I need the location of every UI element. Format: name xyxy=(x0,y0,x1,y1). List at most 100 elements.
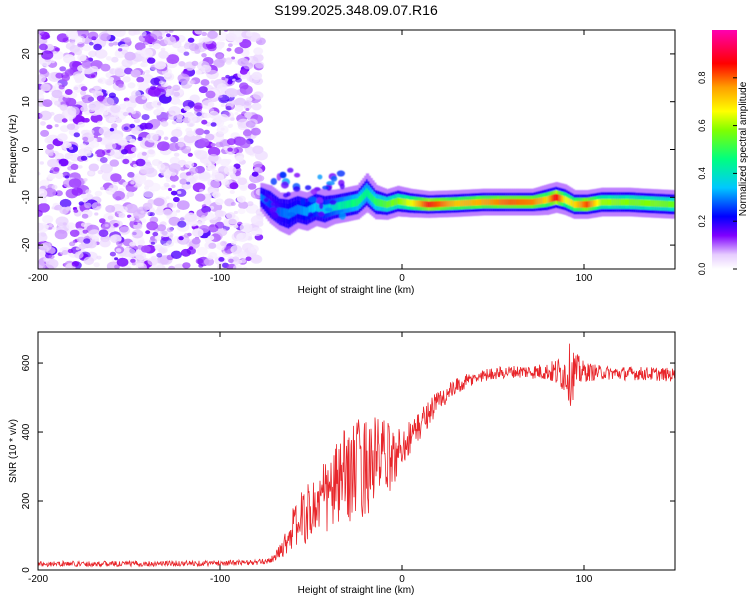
spectrogram-x-tick-label: -200 xyxy=(28,273,48,284)
noise-blob xyxy=(140,245,151,253)
noise-blob xyxy=(149,212,155,217)
ridge-fragment xyxy=(263,197,269,203)
noise-blob xyxy=(74,251,84,259)
noise-blob xyxy=(143,188,155,198)
noise-blob xyxy=(131,126,142,135)
noise-blob xyxy=(48,254,55,260)
ridge-core xyxy=(562,195,566,203)
noise-blob xyxy=(145,230,151,235)
ridge-core xyxy=(262,195,266,203)
ridge-core xyxy=(421,200,425,208)
ridge-core xyxy=(369,192,373,201)
noise-blob xyxy=(177,100,183,106)
ridge-fragment xyxy=(269,206,277,213)
noise-blob xyxy=(183,106,191,112)
noise-blob xyxy=(181,85,186,89)
noise-blob xyxy=(161,121,169,127)
noise-blob xyxy=(250,215,264,226)
noise-blob xyxy=(161,230,168,236)
noise-blob xyxy=(165,196,170,200)
noise-blob xyxy=(218,257,225,262)
noise-blob xyxy=(123,248,136,258)
noise-blob xyxy=(253,47,264,55)
noise-blob xyxy=(235,37,243,43)
ridge-fragment xyxy=(339,183,345,190)
ridge-core xyxy=(546,196,550,204)
noise-blob xyxy=(201,31,207,37)
noise-blob xyxy=(93,262,100,268)
noise-blob xyxy=(180,248,191,257)
noise-blob xyxy=(199,188,204,193)
noise-blob xyxy=(80,155,88,161)
noise-blob xyxy=(39,242,52,252)
ridge-core xyxy=(586,201,590,208)
ridge-core xyxy=(663,200,667,208)
ridge-core xyxy=(513,199,517,206)
noise-blob xyxy=(225,105,232,111)
noise-blob xyxy=(187,152,193,157)
noise-blob xyxy=(165,240,175,247)
noise-blob xyxy=(177,190,182,195)
noise-blob xyxy=(247,244,252,248)
colorbar-tick-label: 0.0 xyxy=(697,263,707,276)
noise-blob xyxy=(173,91,180,97)
noise-blob xyxy=(108,227,116,233)
noise-blob xyxy=(236,232,249,242)
ridge-core xyxy=(476,199,480,206)
ridge-core xyxy=(541,197,546,204)
noise-blob xyxy=(203,258,215,266)
ridge-core xyxy=(515,199,519,206)
noise-blob xyxy=(84,67,93,75)
noise-blob xyxy=(168,30,174,33)
ridge-core xyxy=(472,199,476,206)
noise-blob xyxy=(234,97,247,107)
ridge-core xyxy=(527,199,531,206)
ridge-fragment xyxy=(286,212,296,217)
noise-blob xyxy=(251,71,263,80)
ridge-core xyxy=(551,194,555,202)
ridge-core xyxy=(405,199,409,206)
noise-blob xyxy=(135,175,147,185)
noise-blob xyxy=(54,152,65,161)
ridge-core xyxy=(498,199,502,206)
noise-blob xyxy=(178,61,186,67)
noise-blob xyxy=(58,158,69,167)
noise-blob xyxy=(73,132,81,138)
noise-blob xyxy=(144,69,151,74)
noise-blob xyxy=(66,123,76,130)
noise-blob xyxy=(130,181,135,185)
ridge-core xyxy=(612,198,616,206)
noise-blob xyxy=(70,41,76,45)
noise-blob xyxy=(108,77,115,82)
noise-blob xyxy=(179,178,188,185)
noise-blob xyxy=(155,129,165,137)
ridge-core xyxy=(350,199,354,208)
noise-blob xyxy=(88,163,100,172)
noise-blob xyxy=(157,102,162,106)
ridge-core xyxy=(571,200,575,207)
snr-series-line xyxy=(38,343,675,568)
ridge-core xyxy=(575,201,579,208)
noise-blob xyxy=(195,128,205,136)
noise-blob xyxy=(93,134,98,139)
noise-blob xyxy=(168,106,182,116)
noise-blob xyxy=(250,227,263,237)
noise-blob xyxy=(177,73,190,83)
noise-blob xyxy=(51,226,56,230)
ridge-core xyxy=(490,199,494,206)
noise-blob xyxy=(75,247,80,251)
noise-blob xyxy=(64,142,72,149)
noise-blob xyxy=(183,133,197,144)
ridge-core xyxy=(294,205,299,215)
noise-blob xyxy=(207,146,221,157)
noise-blob xyxy=(210,233,222,242)
noise-blob xyxy=(122,76,131,83)
ridge-fragment xyxy=(274,202,280,209)
ridge-core xyxy=(417,200,421,207)
noise-blob xyxy=(107,155,112,159)
noise-blob xyxy=(146,133,159,143)
noise-blob xyxy=(85,189,92,195)
ridge-core xyxy=(439,201,443,207)
noise-blob xyxy=(128,216,135,222)
ridge-core xyxy=(517,199,521,206)
